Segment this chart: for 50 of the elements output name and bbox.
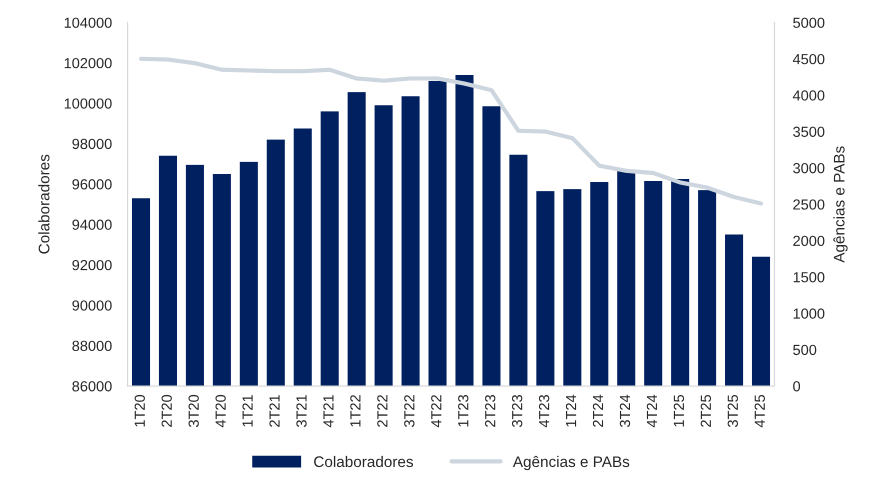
y2-tick-label: 4500 — [792, 54, 824, 64]
x-tick-label: 2T25 — [700, 394, 712, 427]
x-tick-label: 4T25 — [754, 394, 765, 428]
x-tick-label: 4T23 — [538, 394, 550, 428]
x-tick-label: 2T24 — [592, 394, 604, 427]
y-tick-label: 92000 — [72, 260, 112, 270]
x-tick-label: 1T25 — [674, 394, 684, 426]
x-tick-label: 2T20 — [162, 394, 172, 427]
y2-tick-label: 2500 — [793, 199, 824, 210]
y2-tick-label: 2000 — [793, 236, 824, 246]
x-tick-label: 1T21 — [242, 395, 253, 426]
legend-label: Colaboradores — [314, 456, 414, 468]
x-tick-label: 2T21 — [269, 395, 280, 427]
x-tick-label: 1T22 — [350, 395, 360, 426]
x-tick-label: 4T20 — [215, 394, 226, 428]
y2-tick-label: 4000 — [792, 90, 824, 101]
x-tick-label: 3T22 — [404, 395, 414, 428]
x-tick-label: 3T20 — [188, 394, 199, 428]
y-tick-label: 88000 — [72, 340, 112, 352]
y-tick-label: 96000 — [72, 179, 112, 190]
y-tick-label: 100000 — [64, 98, 112, 109]
x-tick-label: 2T23 — [485, 394, 496, 427]
x-tick-label: 1T23 — [458, 394, 468, 426]
x-tick-label: 1T24 — [566, 394, 576, 426]
y2-tick-label: 3500 — [793, 126, 824, 137]
y2-tick-label: 1500 — [794, 272, 824, 282]
x-tick-label: 3T24 — [620, 394, 630, 428]
x-tick-label: 3T23 — [512, 394, 522, 428]
y-axis-title: Colaboradores — [38, 154, 50, 254]
y2-tick-label: 5000 — [793, 18, 824, 28]
x-tick-label: 3T25 — [728, 394, 738, 428]
y2-tick-label: 1000 — [794, 308, 824, 319]
x-tick-label: 4T21 — [323, 395, 334, 428]
legend-label: Agências e PABs — [512, 456, 630, 470]
y-tick-label: 86000 — [72, 381, 112, 392]
y-tick-label: 94000 — [72, 220, 112, 230]
y-tick-label: 102000 — [64, 58, 112, 68]
x-tick-label: 1T20 — [134, 394, 145, 426]
x-tick-label: 2T22 — [377, 395, 388, 427]
x-tick-label: 4T24 — [646, 394, 657, 428]
y2-axis-title: Agências e PABs — [833, 146, 848, 263]
y2-tick-label: 3000 — [793, 163, 824, 174]
y-tick-label: 90000 — [72, 300, 112, 311]
x-tick-label: 3T21 — [296, 395, 307, 428]
line-series — [138, 56, 764, 206]
y-tick-label: 98000 — [72, 138, 112, 150]
y-tick-label: 104000 — [64, 18, 112, 28]
y2-tick-label: 0 — [793, 381, 800, 392]
x-tick-label: 4T22 — [431, 395, 442, 428]
y2-tick-label: 500 — [793, 344, 816, 356]
